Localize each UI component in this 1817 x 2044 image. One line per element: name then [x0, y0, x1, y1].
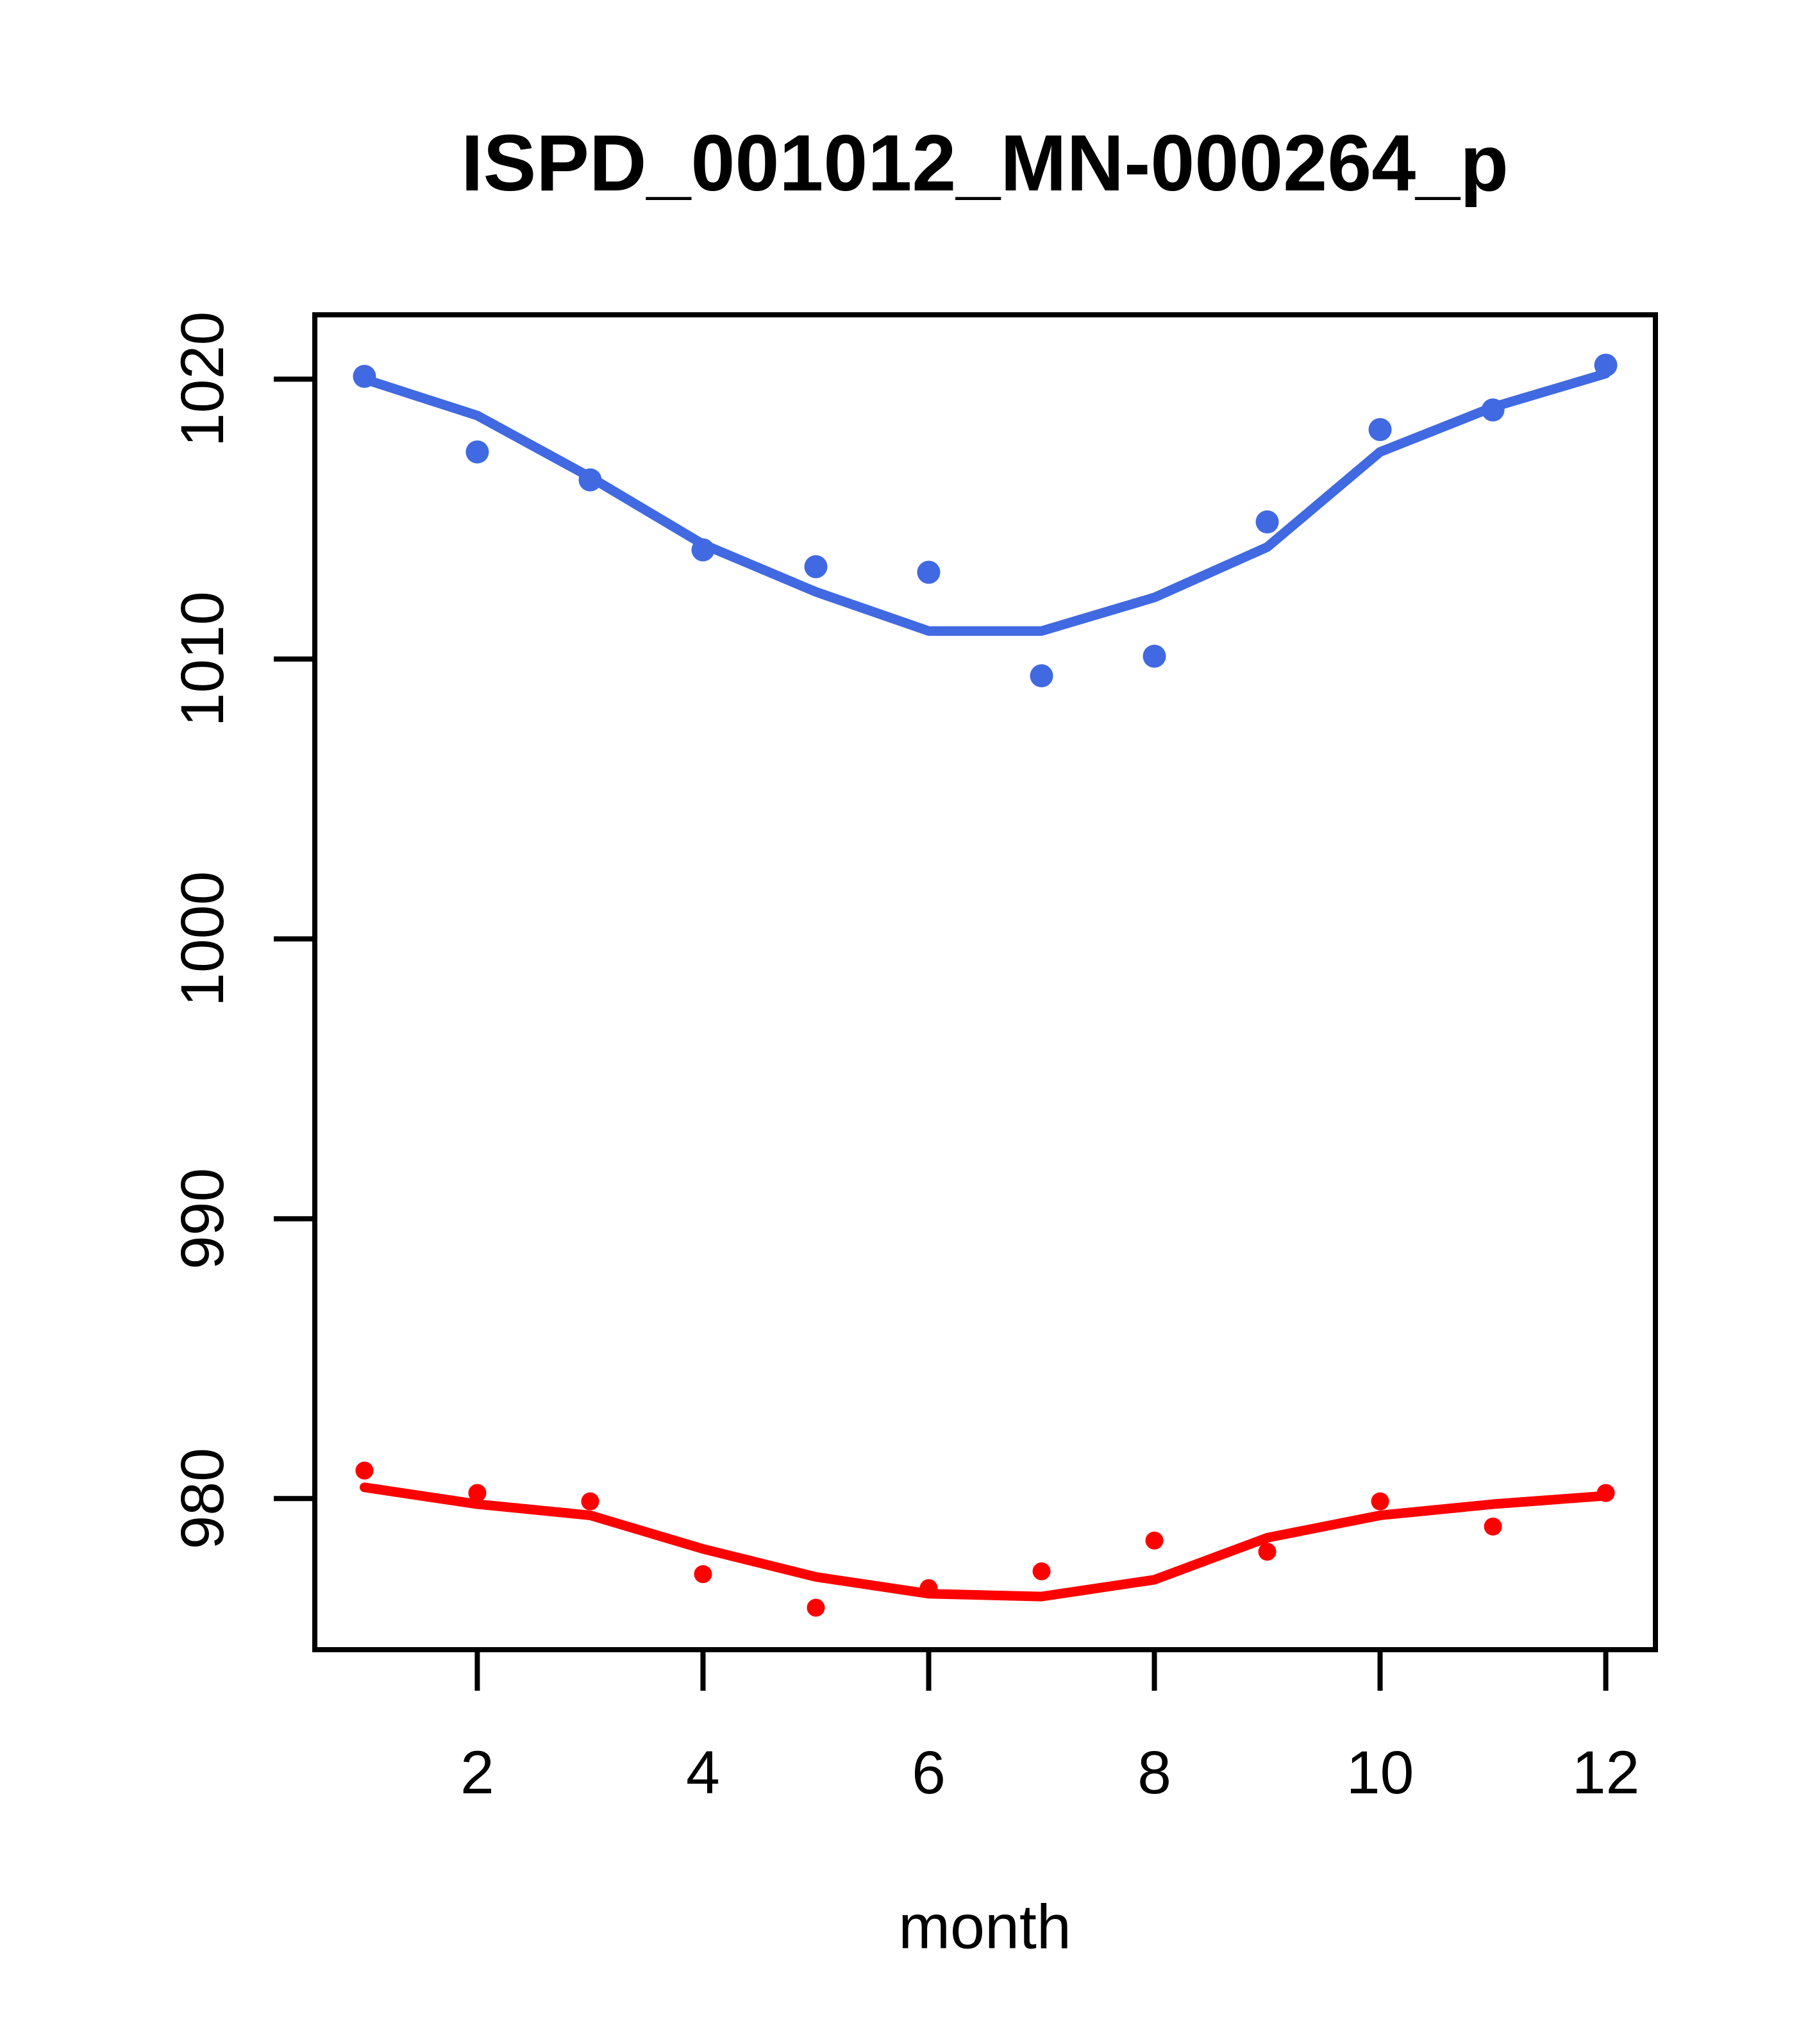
red-observations-marker	[1484, 1517, 1502, 1536]
blue-observations-marker	[691, 538, 715, 562]
plot-box-border	[312, 312, 1658, 1652]
red-observations-marker	[807, 1598, 825, 1617]
x-tick-label: 4	[686, 1739, 720, 1807]
y-axis: 980 990 1000 1010 1020	[169, 312, 315, 1550]
red-observations-marker	[694, 1565, 712, 1584]
x-tick-label: 10	[1346, 1739, 1414, 1807]
blue-observations-marker	[353, 365, 376, 389]
x-tick-label: 12	[1572, 1739, 1640, 1807]
y-tick-label: 1000	[169, 871, 237, 1007]
red-observations-marker	[1596, 1484, 1615, 1502]
red-observations-marker	[581, 1492, 599, 1511]
series-layer	[353, 353, 1618, 1617]
red-observations-marker	[355, 1461, 374, 1480]
x-axis-title: month	[898, 1892, 1071, 1962]
x-tick-label: 2	[460, 1739, 494, 1807]
blue-observations-marker	[1594, 353, 1618, 377]
red-observations-marker	[1258, 1543, 1277, 1561]
red-observations-marker	[468, 1484, 487, 1502]
y-tick-label: 1020	[169, 312, 237, 447]
plot-title: ISPD_001012_MN-000264_p	[461, 119, 1509, 208]
red-observations-marker	[1371, 1492, 1389, 1511]
y-tick-label: 990	[169, 1168, 237, 1270]
red-observations-marker	[1145, 1531, 1164, 1550]
y-tick-label: 1010	[169, 591, 237, 726]
x-tick-label: 6	[912, 1739, 946, 1807]
red-smooth-line-path	[359, 1482, 1611, 1602]
red-observations-marker	[1032, 1562, 1051, 1580]
x-axis: 2 4 6 8 10 12	[460, 1650, 1639, 1807]
blue-observations-marker	[917, 560, 941, 584]
y-tick-label: 980	[169, 1448, 237, 1550]
red-observations-marker	[919, 1579, 938, 1597]
blue-observations-marker	[465, 440, 489, 464]
blue-observations-marker	[1368, 417, 1392, 441]
x-tick-label: 8	[1137, 1739, 1171, 1807]
blue-observations-marker	[804, 555, 828, 578]
blue-observations-marker	[1481, 398, 1505, 422]
blue-observations-marker	[1030, 664, 1053, 688]
blue-observations-marker	[1143, 644, 1166, 668]
blue-observations-marker	[578, 468, 602, 492]
blue-observations-marker	[1255, 510, 1279, 533]
blue-smooth-line-path	[359, 369, 1611, 636]
